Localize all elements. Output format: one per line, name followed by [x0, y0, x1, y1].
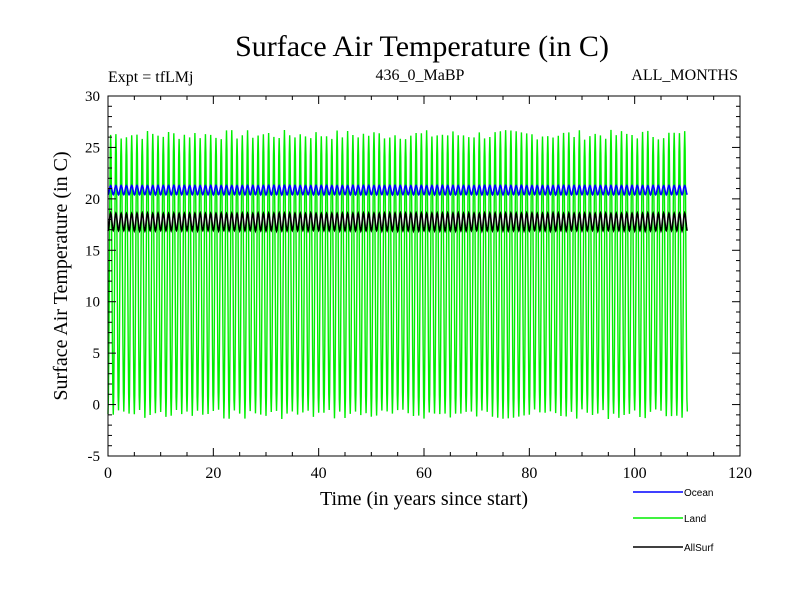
x-tick-label: 120 — [728, 465, 752, 482]
y-tick-label: 30 — [85, 89, 100, 105]
chart-title: Surface Air Temperature (in C) — [235, 30, 609, 63]
x-tick-label: 20 — [205, 465, 221, 482]
legend-label-land: Land — [684, 514, 706, 525]
y-axis-label: Surface Air Temperature (in C) — [50, 151, 72, 400]
x-tick-label: 80 — [521, 465, 537, 482]
legend-label-ocean: Ocean — [684, 488, 713, 499]
legend-label-allsurf: AllSurf — [684, 543, 714, 554]
y-tick-label: 20 — [85, 192, 100, 208]
x-axis-label: Time (in years since start) — [320, 488, 528, 510]
x-tick-label: 100 — [623, 465, 647, 482]
subtitle-experiment: Expt = tfLMj — [108, 69, 193, 86]
series-line-land — [107, 129, 689, 419]
y-tick-label: 10 — [85, 295, 100, 311]
x-axis: 0 20 40 60 80 100 120 — [104, 96, 752, 482]
y-tick-label: 15 — [85, 243, 100, 259]
y-tick-label: -5 — [88, 449, 101, 465]
y-tick-label: 25 — [85, 140, 100, 156]
y-tick-label: 5 — [93, 346, 101, 362]
y-tick-label: 0 — [93, 398, 101, 414]
series-line-allsurf — [107, 210, 689, 234]
x-tick-label: 60 — [416, 465, 432, 482]
series-line-ocean — [107, 183, 688, 197]
plot-series — [107, 129, 689, 419]
x-tick-label: 40 — [311, 465, 327, 482]
subtitle-age: 436_0_MaBP — [376, 67, 465, 84]
subtitle-months: ALL_MONTHS — [631, 67, 738, 84]
x-tick-label: 0 — [104, 465, 112, 482]
y-axis: -5 0 5 10 15 20 25 30 — [85, 89, 740, 465]
legend: Ocean Land AllSurf — [633, 488, 714, 554]
